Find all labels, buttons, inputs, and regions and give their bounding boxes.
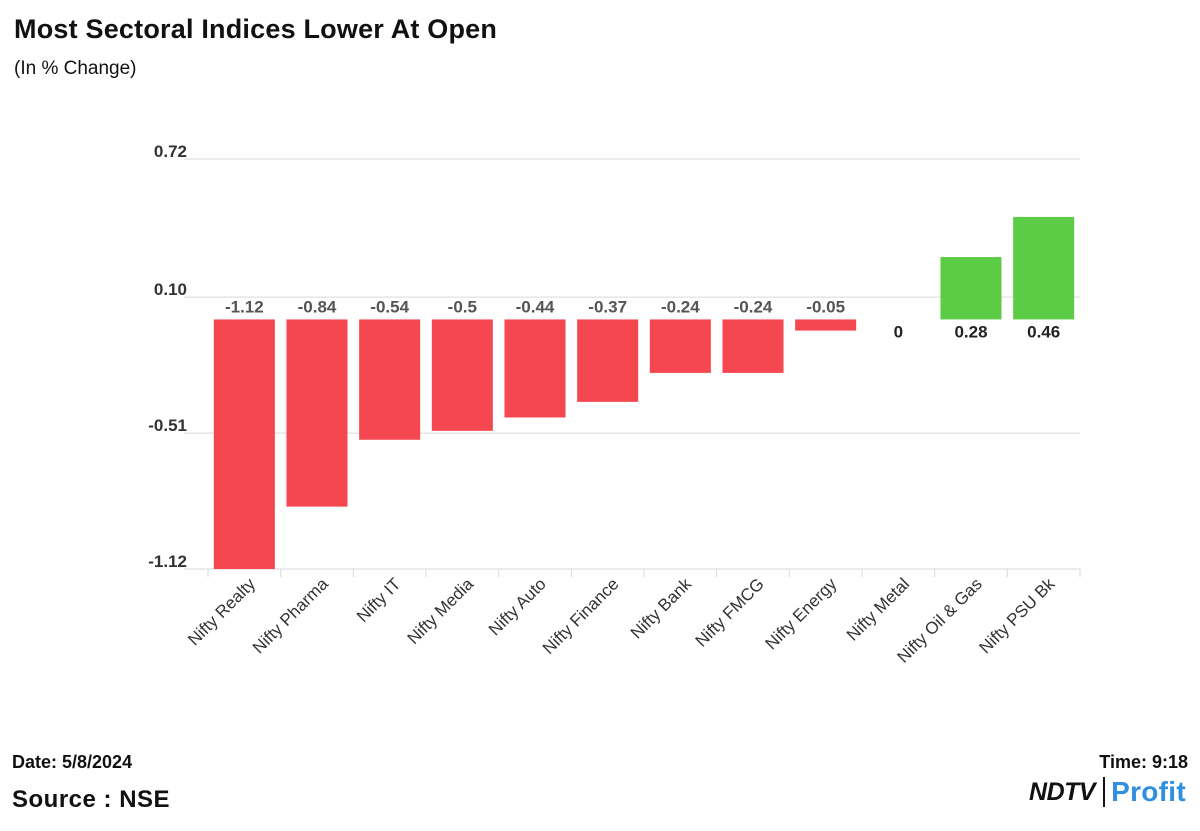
bar xyxy=(213,319,275,569)
brand-logo-part1: NDTV xyxy=(1029,777,1096,806)
brand-logo-part2: Profit xyxy=(1111,776,1186,807)
x-tick-label: Nifty Energy xyxy=(762,574,841,653)
x-tick-label: Nifty Bank xyxy=(627,574,696,643)
data-label: -0.37 xyxy=(588,297,627,316)
data-label: 0 xyxy=(894,322,903,341)
y-tick-label: -1.12 xyxy=(148,552,187,571)
x-tick-label: Nifty Pharma xyxy=(249,574,332,657)
bar xyxy=(286,319,348,507)
bar xyxy=(1013,216,1075,320)
chart-subtitle: (In % Change) xyxy=(14,58,137,79)
bar xyxy=(940,257,1002,320)
bar xyxy=(722,319,784,373)
data-label: -1.12 xyxy=(225,297,264,316)
bar xyxy=(359,319,421,440)
y-tick-label: -0.51 xyxy=(148,416,187,435)
data-label: -0.24 xyxy=(734,297,773,316)
data-label: -0.05 xyxy=(806,297,845,316)
x-tick-label: Nifty Metal xyxy=(843,574,913,644)
data-label: -0.54 xyxy=(370,297,409,316)
bar xyxy=(431,319,493,431)
source-label: Source : NSE xyxy=(12,786,171,813)
x-tick-label: Nifty Finance xyxy=(539,574,623,658)
time-label: Time: 9:18 xyxy=(1099,752,1188,772)
y-tick-label: 0.10 xyxy=(154,280,187,299)
bar xyxy=(649,319,711,373)
bar xyxy=(504,319,566,418)
data-label: -0.44 xyxy=(516,297,555,316)
data-label: -0.5 xyxy=(448,297,477,316)
x-tick-label: Nifty Media xyxy=(404,574,478,648)
brand-logo: NDTV Profit xyxy=(1029,774,1186,810)
chart-title: Most Sectoral Indices Lower At Open xyxy=(14,14,498,44)
x-tick-label: Nifty Realty xyxy=(184,574,259,649)
data-label: 0.46 xyxy=(1027,322,1060,341)
x-tick-label: Nifty IT xyxy=(353,574,405,626)
x-tick-label: Nifty FMCG xyxy=(692,574,768,650)
bar xyxy=(795,319,857,331)
bar-chart: 0.72 0.10 -0.51 -1.12 -1.12 Nifty Realty -0.84… xyxy=(148,142,1081,667)
bar xyxy=(577,319,639,402)
x-tick-label: Nifty Auto xyxy=(485,574,550,639)
data-label: -0.84 xyxy=(298,297,337,316)
y-tick-label: 0.72 xyxy=(154,142,187,161)
brand-separator xyxy=(1103,777,1106,807)
data-label: -0.24 xyxy=(661,297,700,316)
x-tick-label: Nifty PSU Bk xyxy=(976,574,1059,657)
data-label: 0.28 xyxy=(954,322,987,341)
date-label: Date: 5/8/2024 xyxy=(12,752,133,772)
